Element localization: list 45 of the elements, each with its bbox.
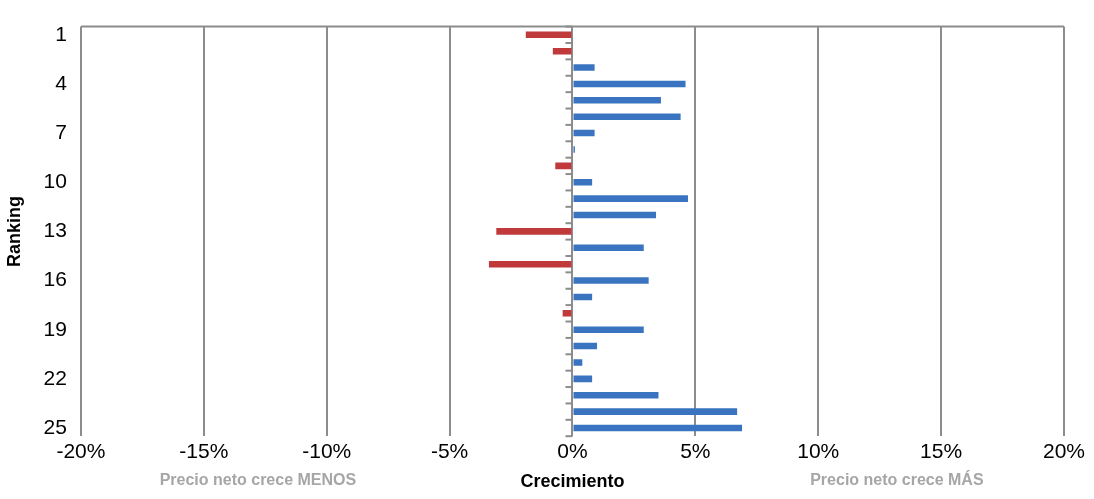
bar bbox=[573, 64, 595, 71]
bar bbox=[525, 31, 572, 39]
bar bbox=[573, 359, 583, 366]
y-tick-label: 25 bbox=[43, 414, 67, 438]
y-tick-label: 19 bbox=[43, 316, 67, 340]
text: Precio neto crece MÁS bbox=[810, 470, 984, 489]
bar bbox=[573, 97, 661, 104]
bar bbox=[496, 228, 572, 235]
bar bbox=[488, 260, 572, 268]
y-axis-title: Ranking bbox=[3, 195, 24, 267]
bar bbox=[562, 310, 572, 317]
bar bbox=[573, 326, 644, 333]
y-tick-label: 13 bbox=[43, 218, 67, 242]
x-tick-label: 5% bbox=[680, 438, 711, 462]
bar bbox=[573, 178, 593, 186]
bar bbox=[573, 391, 659, 399]
x-tick-label: 15% bbox=[920, 438, 963, 462]
x-tick-label: 0% bbox=[557, 438, 588, 462]
y-tick-label: 1 bbox=[55, 21, 67, 45]
bar bbox=[573, 375, 593, 383]
x-axis-title: Crecimiento bbox=[520, 471, 625, 492]
bar bbox=[573, 211, 657, 219]
bar bbox=[573, 424, 743, 432]
bar bbox=[573, 244, 644, 252]
bar bbox=[573, 342, 598, 350]
x-tick-label: -10% bbox=[302, 438, 352, 462]
text: Precio neto crece MENOS bbox=[159, 471, 357, 489]
y-tick-label: 7 bbox=[55, 119, 67, 143]
x-tick-label: 10% bbox=[797, 438, 840, 462]
x-tick-label: -15% bbox=[179, 438, 229, 462]
x-tick-label: 20% bbox=[1042, 438, 1086, 462]
y-tick-label: 16 bbox=[43, 267, 67, 291]
y-tick-label: 4 bbox=[55, 70, 68, 94]
x-tick-label: -5% bbox=[430, 438, 469, 462]
bar bbox=[573, 277, 649, 284]
bar bbox=[573, 80, 686, 88]
bar bbox=[573, 293, 593, 301]
bar bbox=[555, 162, 572, 170]
bar bbox=[573, 113, 681, 120]
bar bbox=[573, 408, 738, 415]
bar bbox=[573, 129, 595, 137]
bar bbox=[573, 195, 688, 202]
y-tick-label: 10 bbox=[43, 169, 67, 193]
y-tick-label: 22 bbox=[43, 365, 67, 389]
x-tick-label: -20% bbox=[56, 438, 106, 462]
